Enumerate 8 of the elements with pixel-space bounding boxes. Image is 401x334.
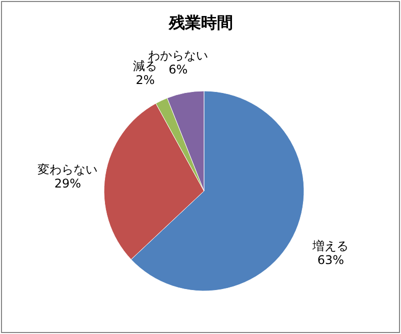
data-label: 2% [136,73,155,88]
data-label: 63% [317,252,344,267]
data-label: 6% [168,62,188,76]
slice-label: わからない [148,48,208,62]
data-label: 29% [54,176,82,190]
slice-label: 増える [312,238,349,253]
chart-title: 残業時間 [168,13,233,32]
slice-label: 変わらない [38,162,98,176]
